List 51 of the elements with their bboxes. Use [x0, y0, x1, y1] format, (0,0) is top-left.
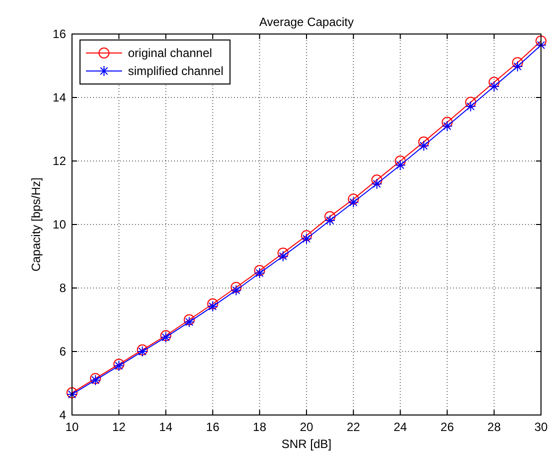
point: [465, 100, 476, 112]
point: [230, 282, 242, 293]
x-axis-title: SNR [dB]: [281, 437, 332, 451]
point: [536, 35, 546, 46]
point: [278, 248, 289, 259]
x-tick-label: 22: [346, 420, 360, 434]
x-tick-label: 24: [394, 420, 408, 434]
point: [207, 300, 218, 312]
x-tick-label: 28: [487, 420, 502, 434]
point: [371, 178, 382, 190]
point: [324, 211, 336, 222]
point: [418, 140, 430, 152]
y-tick-label: 8: [59, 281, 66, 295]
point: [348, 194, 359, 205]
point: [512, 60, 524, 72]
point: [301, 230, 312, 242]
y-tick-label: 10: [52, 218, 66, 232]
x-tick-label: 18: [252, 420, 267, 434]
point: [512, 57, 524, 68]
x-tick-label: 26: [440, 420, 454, 434]
point: [254, 265, 266, 276]
point: [488, 76, 500, 88]
point: [230, 284, 242, 296]
point: [348, 196, 359, 208]
y-tick-label: 12: [52, 154, 66, 168]
point: [301, 233, 312, 244]
x-tick-label: 30: [534, 420, 548, 434]
y-tick-label: 6: [59, 344, 66, 358]
x-tick-label: 20: [300, 420, 314, 434]
point: [418, 136, 430, 148]
point: [442, 116, 453, 128]
point: [254, 268, 266, 279]
chart-title: Average Capacity: [259, 15, 354, 29]
y-tick-label: 14: [52, 90, 66, 104]
point: [394, 156, 406, 166]
point: [488, 80, 500, 92]
legend-label: original channel: [128, 46, 212, 60]
point: [278, 250, 289, 262]
y-tick-label: 4: [59, 408, 66, 422]
point: [207, 298, 218, 310]
legend-label: simplified channel: [128, 64, 224, 78]
point: [394, 160, 406, 171]
point: [324, 214, 336, 226]
point: [442, 120, 453, 132]
point: [371, 174, 382, 186]
x-tick-label: 14: [159, 420, 173, 434]
x-tick-label: 16: [206, 420, 220, 434]
y-tick-label: 16: [52, 27, 66, 41]
y-axis-title: Capacity [bps/Hz]: [29, 177, 43, 272]
point: [465, 96, 476, 108]
x-tick-label: 12: [112, 420, 126, 434]
